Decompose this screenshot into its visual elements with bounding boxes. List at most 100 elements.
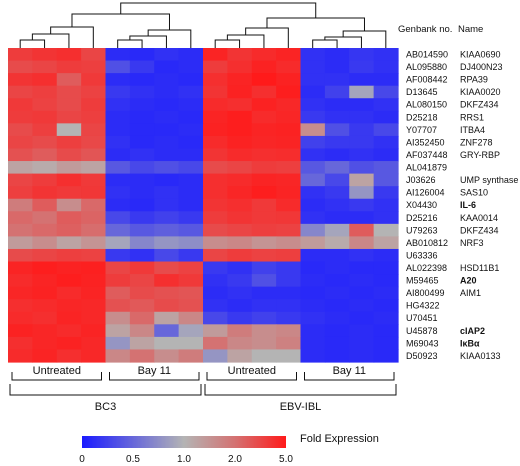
condition-bracket <box>11 372 102 381</box>
heatmap-cell <box>154 48 180 62</box>
heatmap-cell <box>203 110 228 124</box>
heatmap-cell <box>276 261 302 275</box>
heatmap-cell <box>276 60 302 74</box>
heatmap-cell <box>154 186 180 200</box>
heatmap-grid <box>8 48 399 363</box>
heatmap-cell <box>276 299 302 313</box>
heatmap-cell <box>8 311 33 325</box>
heatmap-cell <box>349 73 375 87</box>
heatmap-cell <box>349 349 375 363</box>
heatmap-cell <box>373 110 399 124</box>
heatmap-cell <box>56 85 82 99</box>
heatmap-cell <box>32 60 58 74</box>
heatmap-cell <box>276 349 302 363</box>
heatmap-cell <box>105 286 131 300</box>
heatmap-cell <box>178 198 204 212</box>
heatmap-cell <box>324 311 350 325</box>
colorbar-tick-label: 5.0 <box>279 454 293 465</box>
heatmap-cell <box>203 135 228 150</box>
genbank-id: D25216 <box>406 213 438 223</box>
heatmap-cell <box>178 186 204 200</box>
heatmap-cell <box>349 324 375 338</box>
heatmap-cell <box>178 299 204 313</box>
heatmap-cell <box>129 110 155 124</box>
heatmap-cell <box>203 274 228 288</box>
genbank-id: AL080150 <box>406 100 447 110</box>
heatmap-cell <box>81 248 107 263</box>
heatmap-cell <box>373 311 399 325</box>
heatmap-cell <box>32 123 58 137</box>
heatmap-cell <box>203 85 228 99</box>
dendrogram-branch <box>120 2 317 18</box>
heatmap-cell <box>105 349 131 363</box>
gene-name: NRF3 <box>460 238 484 248</box>
heatmap-cell <box>32 186 58 200</box>
heatmap-cell <box>129 236 155 250</box>
heatmap-cell <box>203 261 228 275</box>
gene-name: KIAA0690 <box>460 49 501 59</box>
heatmap-cell <box>56 324 82 338</box>
heatmap-cell <box>8 98 33 112</box>
heatmap-cell <box>81 161 107 175</box>
heatmap-cell <box>32 311 58 325</box>
heatmap-cell <box>105 173 131 187</box>
gene-name: DKFZ434 <box>460 225 499 235</box>
colorbar-tick-label: 0.5 <box>126 454 140 465</box>
heatmap-cell <box>276 274 302 288</box>
heatmap-cell <box>154 311 180 325</box>
genbank-id: AL041879 <box>406 163 447 173</box>
genbank-id: AI126004 <box>406 188 445 198</box>
heatmap-cell <box>300 223 326 237</box>
heatmap-cell <box>178 173 204 187</box>
heatmap-cell <box>300 110 326 124</box>
heatmap-cell <box>324 48 350 62</box>
heatmap-cell <box>349 211 375 225</box>
heatmap-cell <box>324 161 350 175</box>
colorbar-tick-label: 2.0 <box>228 454 242 465</box>
heatmap-cell <box>178 311 204 325</box>
heatmap-cell <box>251 261 277 275</box>
heatmap-cell <box>300 123 326 137</box>
dendrogram-branch <box>214 39 241 48</box>
heatmap-cell <box>373 85 399 99</box>
heatmap-cell <box>227 161 253 175</box>
heatmap-cell <box>203 248 228 263</box>
genbank-id: U70451 <box>406 313 438 323</box>
heatmap-cell <box>32 85 58 99</box>
heatmap-cell <box>32 211 58 225</box>
heatmap-cell <box>105 299 131 313</box>
heatmap-cell <box>251 198 277 212</box>
heatmap-cell <box>178 60 204 74</box>
heatmap-cell <box>56 286 82 300</box>
heatmap-cell <box>324 274 350 288</box>
heatmap-cell <box>8 349 33 363</box>
heatmap-cell <box>154 223 180 237</box>
heatmap-cell <box>373 274 399 288</box>
colorbar-tick-label: 0 <box>79 454 85 465</box>
heatmap-cell <box>8 211 33 225</box>
heatmap-cell <box>276 248 302 263</box>
heatmap-cell <box>373 349 399 363</box>
dendrogram-branch <box>117 39 143 48</box>
heatmap-cell <box>81 349 107 363</box>
heatmap-cell <box>154 349 180 363</box>
heatmap-cell <box>251 211 277 225</box>
heatmap-cell <box>373 135 399 150</box>
heatmap-cell <box>300 349 326 363</box>
heatmap-cell <box>154 73 180 87</box>
heatmap-cell <box>81 48 107 62</box>
heatmap-cell <box>129 311 155 325</box>
heatmap-cell <box>32 336 58 351</box>
heatmap-cell <box>324 135 350 150</box>
heatmap-cell <box>32 148 58 162</box>
sample-dendrogram <box>19 2 387 48</box>
heatmap-cell <box>178 98 204 112</box>
heatmap-cell <box>154 274 180 288</box>
heatmap-cell <box>349 173 375 187</box>
heatmap-cell <box>81 236 107 250</box>
heatmap-cell <box>324 236 350 250</box>
heatmap-cell <box>105 311 131 325</box>
heatmap-cell <box>276 173 302 187</box>
heatmap-cell <box>300 336 326 351</box>
heatmap-cell <box>203 148 228 162</box>
